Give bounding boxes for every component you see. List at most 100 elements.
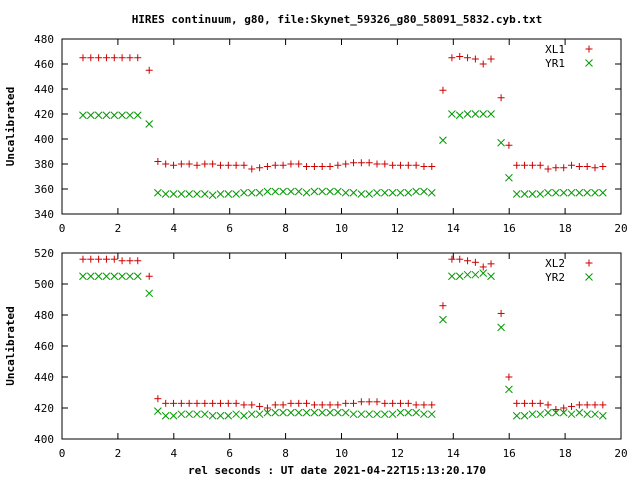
bottom-y-tick-label: 440 [34,371,54,384]
bottom-series-xl2 [79,255,607,414]
top-xl1-point [381,160,389,168]
top-yr1-point [133,111,142,120]
top-x-tick-label: 16 [503,222,516,235]
bottom-y-tick-label: 520 [34,247,54,260]
bottom-series-yr2 [79,269,607,420]
top-yr1-point-d2 [583,188,592,197]
bottom-yr2-point-d2 [334,408,342,417]
bottom-yr2-point [255,410,264,419]
top-yr1-point-d2 [302,188,311,197]
top-yr1-point-d2 [373,188,381,197]
bottom-yr2-point-d2 [263,408,272,417]
bottom-xl2-point [583,401,591,409]
top-yr1-point-d2 [536,190,545,198]
top-x-tick-label: 2 [115,222,122,235]
top-yr1-point [279,187,287,196]
top-yr1-point [145,120,154,128]
bottom-yr2-point-d2 [126,272,134,281]
bottom-xl2-point [102,255,110,263]
top-y-tick-label: 400 [34,133,54,146]
bottom-xl2-point [232,399,240,407]
bottom-xl2-point [497,309,505,317]
top-yr1-point [169,190,178,198]
top-xl1-point [110,54,118,62]
bottom-xl2-point [342,399,350,407]
top-yr1-point [396,188,405,197]
top-yr1-point [287,187,295,196]
bottom-yr2-point-d2 [294,408,303,417]
bottom-yr2-point [185,410,194,419]
top-legend-marker-yr1 [585,59,593,67]
bottom-xl2-point [177,399,185,407]
top-yr1-point [559,188,568,197]
bottom-yr2-point [208,411,217,420]
bottom-yr2-point-d2 [255,410,264,419]
bottom-x-tick-label: 0 [59,447,66,460]
top-yr1-point [318,187,327,196]
top-yr1-point [154,188,162,197]
bottom-xl2-point [326,401,334,409]
top-yr1-point [271,187,280,196]
bottom-yr2-point [110,272,119,281]
bottom-xl2-point [568,402,576,410]
top-yr1-point-d2 [177,190,186,198]
top-yr1-point [334,187,342,196]
bottom-yr2-point [420,410,428,419]
top-yr1-point [255,188,264,197]
top-yr1-point [232,190,240,198]
top-yr1-point-d2 [255,188,264,197]
top-y-tick-label: 360 [34,183,54,196]
bottom-yr2-point [247,410,256,419]
top-yr1-point-d2 [185,190,194,198]
bottom-yr2-point [412,408,420,417]
top-yr1-point-d2 [471,110,480,118]
bottom-yr2-point-d2 [240,411,248,420]
bottom-yr2-point-d2 [528,410,537,419]
top-yr1-point-d2 [200,190,209,198]
top-yr1-point-d2 [427,188,436,197]
top-yr1-point-d2 [349,188,358,197]
top-xl1-point [118,54,126,62]
bottom-xl2-point [404,399,412,407]
bottom-yr2-point-d2 [79,272,87,281]
top-yr1-point [185,190,194,198]
bottom-xl2-point [318,401,326,409]
bottom-yr2-point [240,411,248,420]
bottom-xl2-point [373,398,381,406]
top-xl1-point [162,160,170,168]
bottom-yr2-point [224,411,233,420]
top-yr1-point [591,188,599,197]
bottom-x-tick-label: 4 [170,447,177,460]
top-yr1-point [94,111,103,120]
top-x-tick-label: 0 [59,222,66,235]
top-yr1-point-d2 [193,190,201,198]
top-yr1-point [404,188,413,197]
top-yr1-point [388,188,397,197]
bottom-x-tick-label: 16 [503,447,516,460]
bottom-xl2-point [79,255,87,263]
bottom-yr2-point [200,410,209,419]
bottom-yr2-point-d2 [94,272,103,281]
bottom-xl2-point [126,257,134,265]
bottom-xl2-point [505,373,513,381]
top-x-tick-label: 4 [170,222,177,235]
top-yr1-point-d2 [528,190,537,198]
bottom-yr2-point-d2 [208,411,217,420]
top-xl1-point [279,161,287,169]
top-yr1-point-d2 [279,187,287,196]
bottom-xl2-point [240,401,248,409]
bottom-yr2-point-d2 [216,411,225,420]
bottom-x-tick-label: 20 [614,447,627,460]
top-xl1-point [350,159,358,167]
bottom-xl2-point [303,399,311,407]
bottom-xl2-point [350,399,358,407]
bottom-xl2-point [357,398,365,406]
bottom-x-tick-label: 12 [391,447,404,460]
bottom-x-tick-label: 8 [282,447,289,460]
bottom-yr2-point [396,408,405,417]
bottom-yr2-point [471,270,480,279]
bottom-yr2-point [94,272,103,281]
bottom-xl2-point [134,257,142,265]
top-yr1-point [412,187,420,196]
top-xl1-point [575,163,583,170]
